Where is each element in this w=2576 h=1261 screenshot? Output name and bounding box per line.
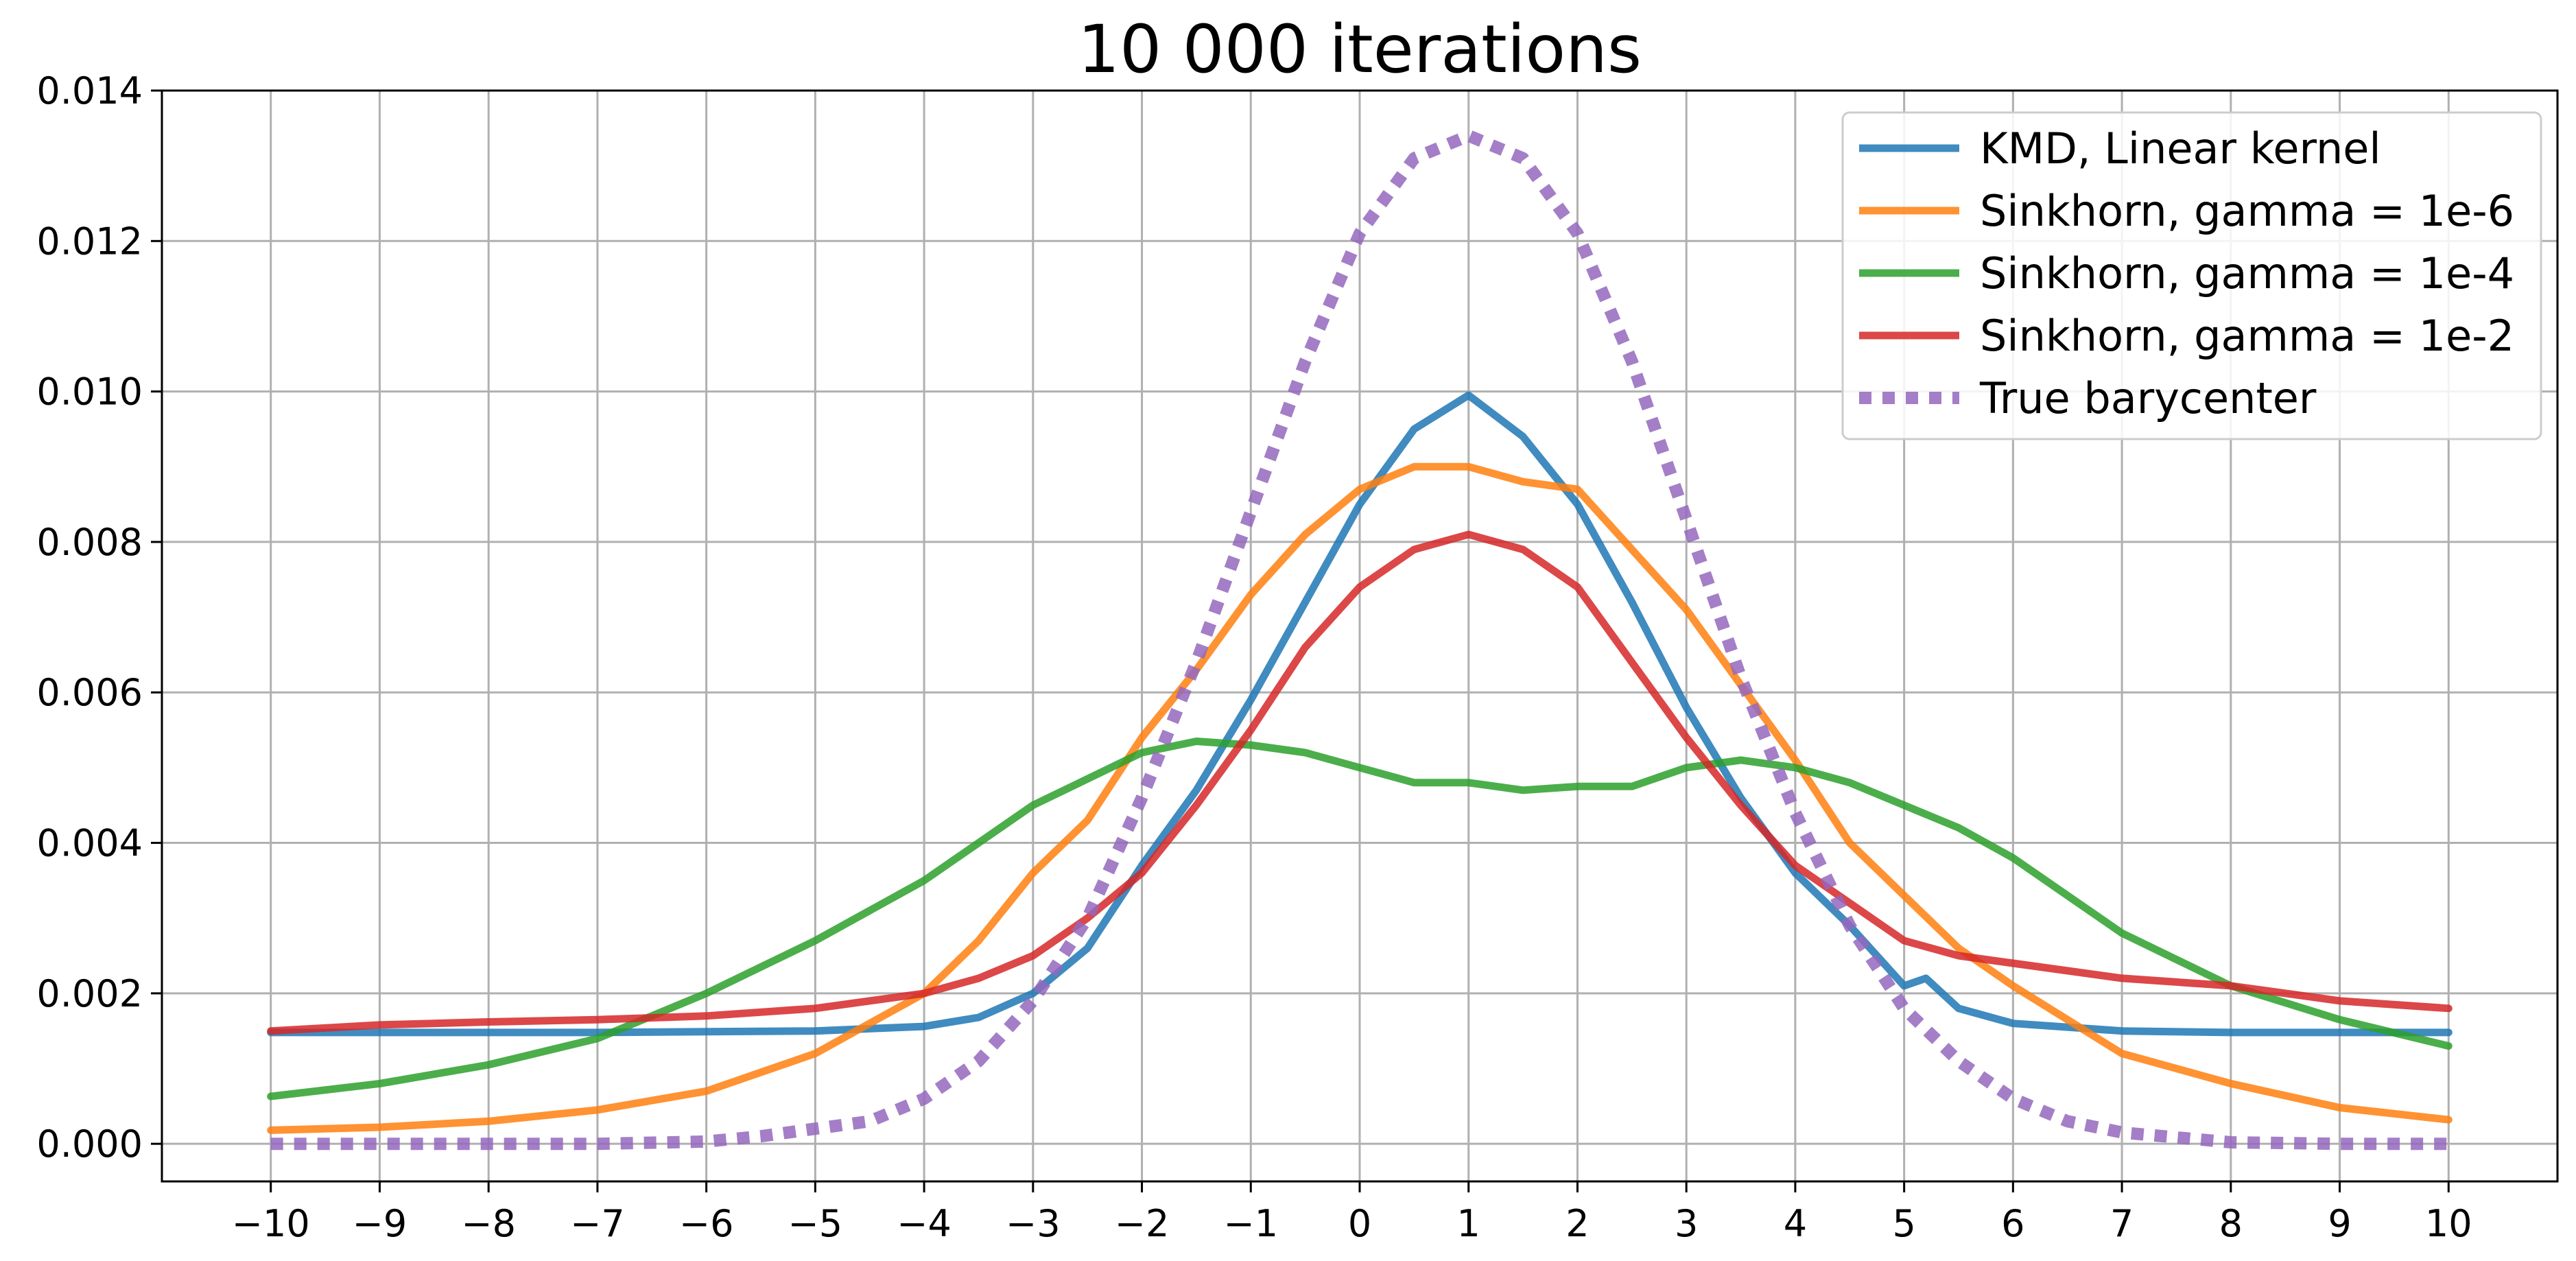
series-line-sinkhorn-gamma-1e-2	[267, 530, 2453, 1035]
x-tick-label: 2	[1565, 1202, 1589, 1245]
series-line-true-barycenter	[270, 129, 2449, 1151]
legend-box	[1841, 111, 2542, 440]
legend-label-sinkhorn-gamma-1e-2: Sinkhorn, gamma = 1e-2	[1980, 311, 2514, 361]
x-tick-label: −7	[570, 1202, 625, 1245]
series-line-kmd-linear-kernel	[267, 391, 2453, 1037]
x-tick-label: −2	[1115, 1202, 1170, 1245]
series-line-sinkhorn-gamma-1e-6	[267, 462, 2453, 1134]
x-tick-label: −6	[679, 1202, 734, 1245]
x-tick-label: 6	[2001, 1202, 2024, 1245]
x-tick-label: −8	[461, 1202, 516, 1245]
x-tick-label: 1	[1457, 1202, 1480, 1245]
x-tick-label: −9	[353, 1202, 407, 1245]
y-tick-label: 0.004	[36, 822, 143, 865]
x-tick-label: −4	[897, 1202, 952, 1245]
legend: KMD, Linear kernel Sinkhorn, gamma = 1e-6…	[1841, 111, 2542, 440]
y-tick-label: 0.006	[36, 671, 143, 714]
legend-label-sinkhorn-gamma-1e-4: Sinkhorn, gamma = 1e-4	[1980, 248, 2514, 298]
x-tick-label: 9	[2328, 1202, 2351, 1245]
series-line-sinkhorn-gamma-1e-4	[267, 738, 2453, 1100]
legend-label-kmd-linear-kernel: KMD, Linear kernel	[1980, 123, 2381, 174]
x-tick-label: 5	[1892, 1202, 1915, 1245]
y-tick-label: 0.014	[36, 69, 143, 113]
x-axis: −10 −9 −8 −7 −6 −5 −4 −3 −2 −1 0 1 2 3 4 5 6 7 8 9 10	[232, 1181, 2472, 1245]
y-axis: 0.000 0.002 0.004 0.006 0.008 0.010 0.012 0.014	[36, 69, 162, 1166]
x-tick-label: 7	[2110, 1202, 2134, 1245]
legend-label-true-barycenter: True barycenter	[1979, 373, 2317, 423]
y-tick-label: 0.010	[36, 370, 143, 414]
x-tick-label: 8	[2219, 1202, 2243, 1245]
plot-series	[267, 129, 2453, 1151]
x-tick-label: 3	[1675, 1202, 1698, 1245]
x-tick-label: 4	[1784, 1202, 1807, 1245]
y-tick-label: 0.002	[36, 972, 143, 1015]
legend-label-sinkhorn-gamma-1e-6: Sinkhorn, gamma = 1e-6	[1980, 186, 2514, 236]
x-tick-label: 10	[2425, 1202, 2472, 1245]
x-tick-label: −10	[232, 1202, 310, 1245]
x-tick-label: −3	[1006, 1202, 1061, 1245]
x-tick-label: −1	[1223, 1202, 1278, 1245]
chart-title: 10 000 iterations	[1078, 11, 1642, 88]
y-tick-label: 0.012	[36, 220, 143, 263]
y-tick-label: 0.008	[36, 521, 143, 564]
y-tick-label: 0.000	[36, 1122, 143, 1166]
x-tick-label: 0	[1348, 1202, 1371, 1245]
x-tick-label: −5	[788, 1202, 843, 1245]
